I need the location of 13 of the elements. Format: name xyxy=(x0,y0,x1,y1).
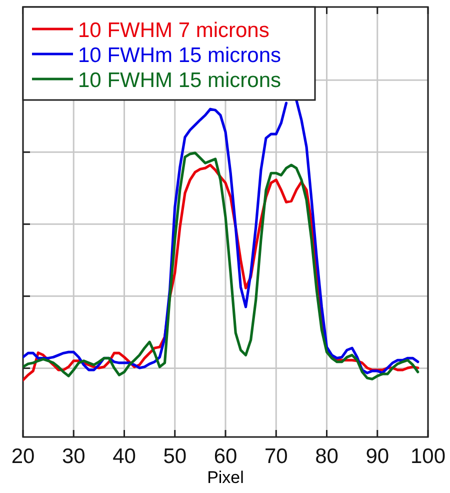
legend-label: 10 FWHm 15 microns xyxy=(78,44,282,67)
x-tick-label: 90 xyxy=(366,445,390,468)
legend-label: 10 FWHM 7 microns xyxy=(78,19,270,42)
x-axis-title: Pixel xyxy=(207,468,244,487)
x-tick-label: 30 xyxy=(62,445,86,468)
x-tick-label: 70 xyxy=(264,445,288,468)
x-tick-label: 40 xyxy=(112,445,136,468)
legend-label: 10 FWHM 15 microns xyxy=(78,69,282,92)
x-tick-label: 50 xyxy=(163,445,187,468)
x-tick-label: 80 xyxy=(315,445,338,468)
x-tick-label: 60 xyxy=(214,445,238,468)
x-tick-label: 20 xyxy=(11,445,35,468)
x-tick-label: 100 xyxy=(410,445,446,468)
